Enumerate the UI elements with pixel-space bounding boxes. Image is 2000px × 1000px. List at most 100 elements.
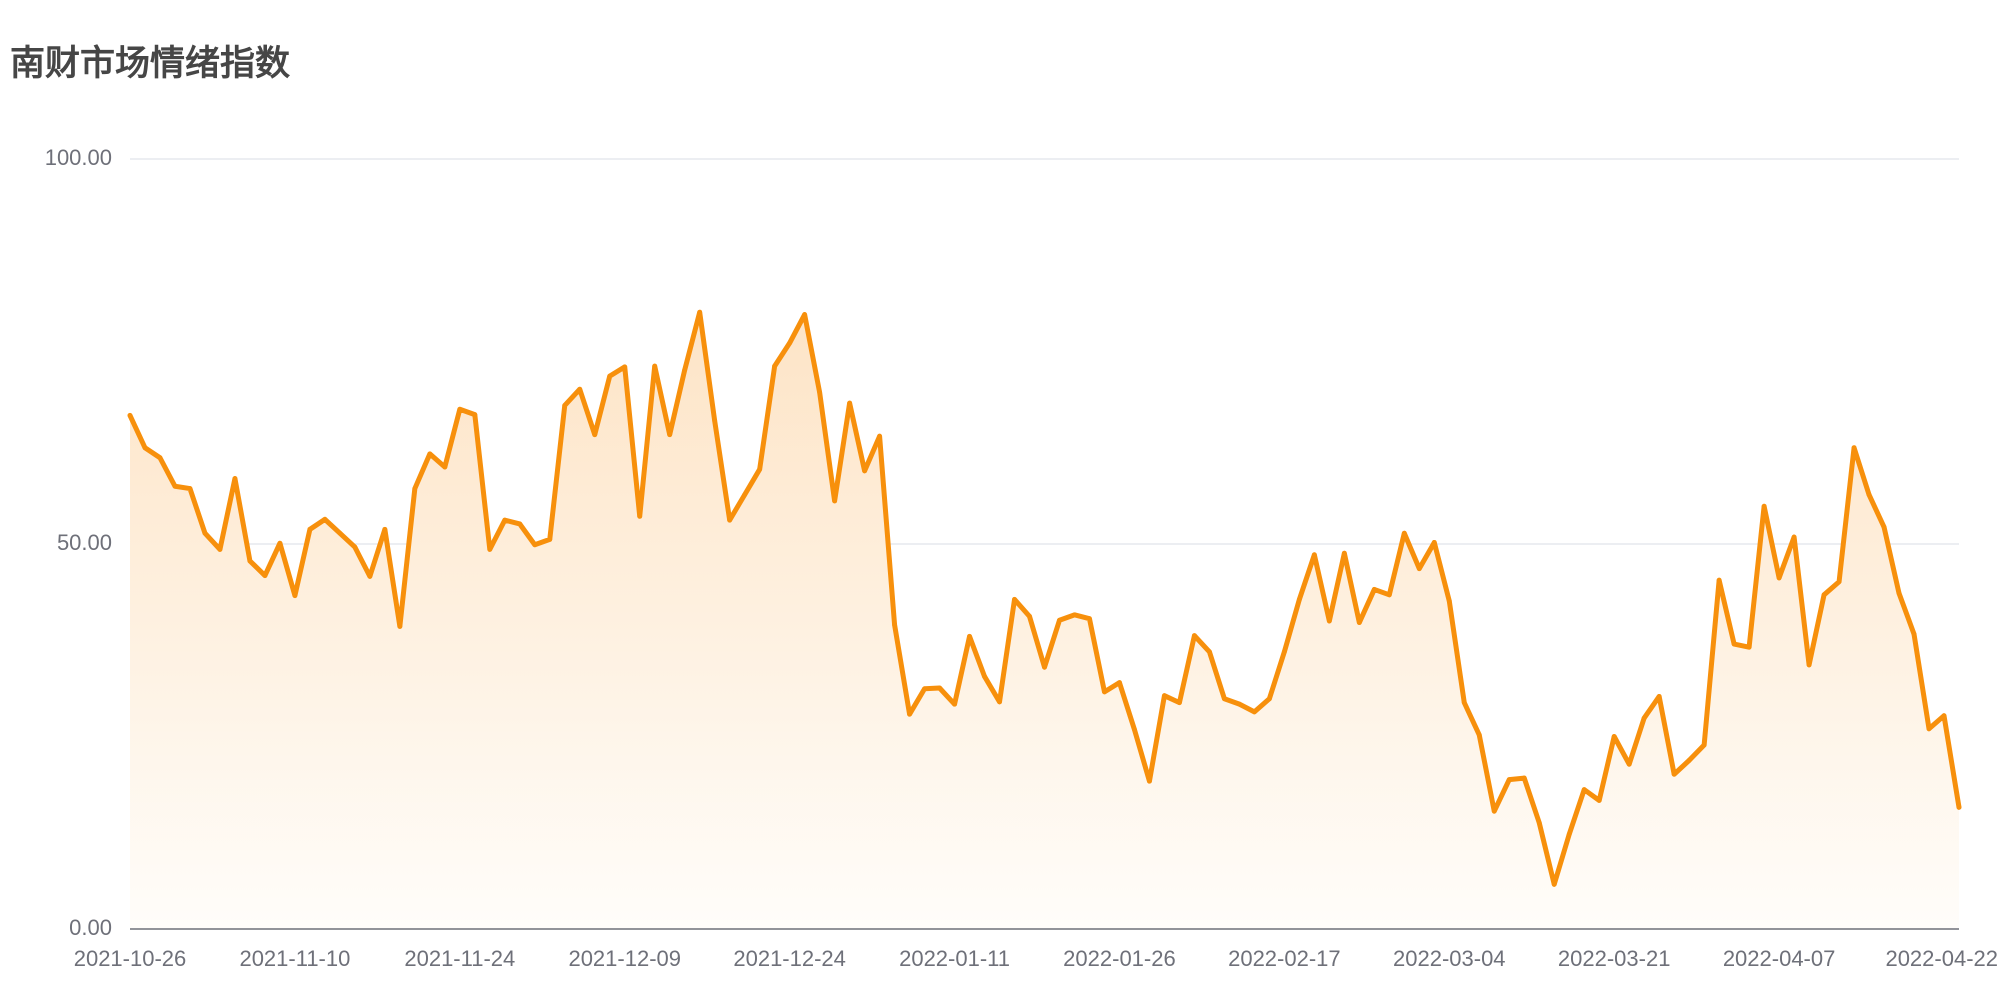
data-point[interactable] xyxy=(382,526,388,532)
data-point[interactable] xyxy=(1476,732,1482,738)
data-point[interactable] xyxy=(1117,680,1122,685)
data-point[interactable] xyxy=(397,623,403,629)
data-point[interactable] xyxy=(142,445,148,451)
data-point[interactable] xyxy=(1536,820,1542,826)
data-point[interactable] xyxy=(1896,590,1902,596)
data-point[interactable] xyxy=(637,513,643,519)
data-point[interactable] xyxy=(1012,597,1017,602)
data-point[interactable] xyxy=(442,464,448,470)
data-point[interactable] xyxy=(1671,771,1677,777)
data-point[interactable] xyxy=(202,530,208,536)
data-point[interactable] xyxy=(937,685,942,691)
data-point[interactable] xyxy=(967,634,972,639)
data-point[interactable] xyxy=(1281,649,1287,655)
data-point[interactable] xyxy=(322,516,328,522)
data-point[interactable] xyxy=(1461,700,1467,706)
data-point[interactable] xyxy=(892,622,897,628)
data-point[interactable] xyxy=(1072,612,1077,618)
data-point[interactable] xyxy=(1027,613,1032,619)
data-point[interactable] xyxy=(487,546,493,552)
data-point[interactable] xyxy=(1236,701,1242,707)
data-point[interactable] xyxy=(682,367,688,373)
data-point[interactable] xyxy=(577,386,583,392)
data-point[interactable] xyxy=(667,432,673,438)
data-point[interactable] xyxy=(817,389,823,395)
data-point[interactable] xyxy=(697,309,703,315)
data-point[interactable] xyxy=(622,364,628,370)
data-point[interactable] xyxy=(1446,598,1452,604)
data-point[interactable] xyxy=(1431,540,1437,545)
data-point[interactable] xyxy=(1296,597,1302,602)
data-point[interactable] xyxy=(1941,713,1947,719)
data-point[interactable] xyxy=(367,573,373,579)
data-point[interactable] xyxy=(1806,662,1812,668)
data-point[interactable] xyxy=(982,674,987,679)
data-point[interactable] xyxy=(292,593,298,598)
data-point[interactable] xyxy=(1341,550,1347,556)
data-point[interactable] xyxy=(1581,787,1587,793)
data-point[interactable] xyxy=(1566,831,1572,837)
data-point[interactable] xyxy=(1416,566,1422,572)
data-point[interactable] xyxy=(412,486,418,491)
data-point[interactable] xyxy=(1551,881,1557,887)
data-point[interactable] xyxy=(187,486,193,491)
data-point[interactable] xyxy=(1192,633,1197,639)
data-point[interactable] xyxy=(877,433,882,439)
data-point[interactable] xyxy=(217,546,223,552)
data-point[interactable] xyxy=(742,492,748,498)
data-point[interactable] xyxy=(532,542,538,548)
data-point[interactable] xyxy=(1147,778,1152,784)
data-point[interactable] xyxy=(1311,552,1317,558)
data-point[interactable] xyxy=(172,483,178,489)
data-point[interactable] xyxy=(787,340,793,346)
data-point[interactable] xyxy=(562,403,568,408)
data-point[interactable] xyxy=(1222,696,1227,702)
data-point[interactable] xyxy=(1177,700,1182,706)
data-point[interactable] xyxy=(1491,808,1497,814)
data-point[interactable] xyxy=(1656,694,1662,699)
data-point[interactable] xyxy=(607,373,613,379)
data-point[interactable] xyxy=(757,466,763,472)
data-point[interactable] xyxy=(1326,618,1332,624)
data-point[interactable] xyxy=(1611,734,1617,739)
data-point[interactable] xyxy=(1686,757,1692,763)
data-point[interactable] xyxy=(1641,715,1647,721)
data-point[interactable] xyxy=(1746,644,1752,650)
data-point[interactable] xyxy=(1207,649,1212,655)
data-point[interactable] xyxy=(1521,775,1527,781)
data-point[interactable] xyxy=(1911,631,1917,637)
data-point[interactable] xyxy=(1371,587,1377,592)
data-point[interactable] xyxy=(127,413,133,418)
data-point[interactable] xyxy=(1956,804,1962,810)
data-point[interactable] xyxy=(1162,693,1167,699)
data-point[interactable] xyxy=(1791,534,1797,540)
data-point[interactable] xyxy=(922,686,927,692)
data-point[interactable] xyxy=(1626,761,1632,767)
data-point[interactable] xyxy=(1132,727,1137,732)
data-point[interactable] xyxy=(1356,620,1362,625)
data-point[interactable] xyxy=(907,711,912,717)
data-point[interactable] xyxy=(1506,777,1512,783)
data-point[interactable] xyxy=(952,701,957,707)
data-point[interactable] xyxy=(232,476,238,481)
data-point[interactable] xyxy=(862,468,867,474)
data-point[interactable] xyxy=(1761,503,1767,509)
data-point[interactable] xyxy=(352,544,358,550)
data-point[interactable] xyxy=(847,400,853,406)
data-point[interactable] xyxy=(1866,492,1872,498)
data-point[interactable] xyxy=(712,418,718,424)
data-point[interactable] xyxy=(1836,579,1842,585)
data-point[interactable] xyxy=(307,526,313,532)
data-point[interactable] xyxy=(277,540,283,546)
data-point[interactable] xyxy=(247,558,253,564)
data-point[interactable] xyxy=(547,536,553,542)
data-point[interactable] xyxy=(1731,641,1737,647)
data-point[interactable] xyxy=(1251,709,1257,715)
data-point[interactable] xyxy=(1776,575,1782,581)
data-point[interactable] xyxy=(1266,696,1272,702)
data-point[interactable] xyxy=(457,406,463,412)
data-point[interactable] xyxy=(997,699,1002,705)
data-point[interactable] xyxy=(1851,445,1857,451)
data-point[interactable] xyxy=(772,363,778,369)
data-point[interactable] xyxy=(472,412,478,418)
